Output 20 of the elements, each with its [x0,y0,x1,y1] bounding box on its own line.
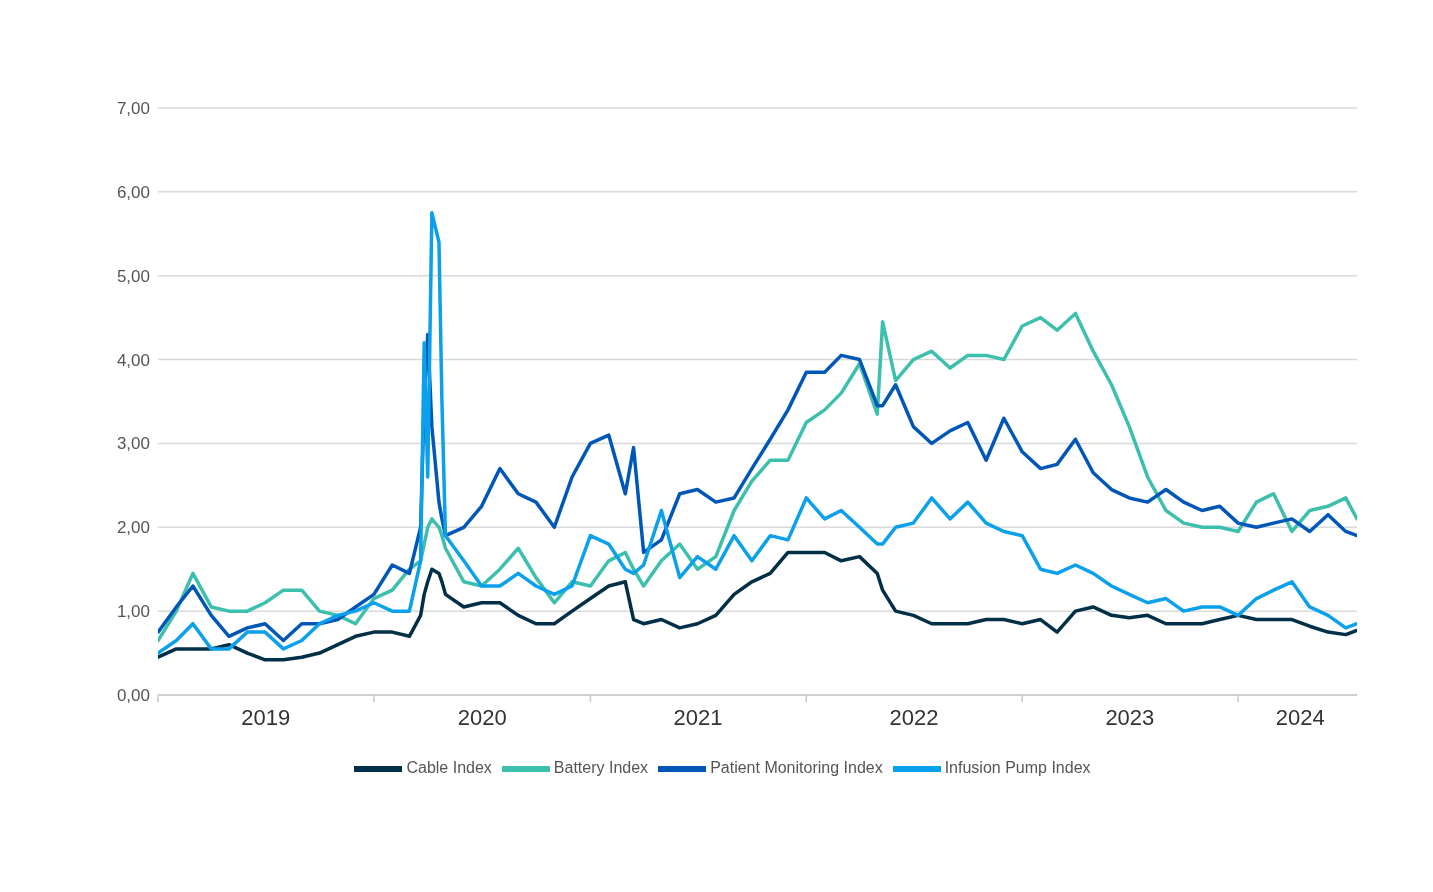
y-tick-label: 3,00 [116,434,150,454]
legend-label: Battery Index [553,759,649,777]
x-tick-label: 2024 [1275,705,1325,730]
x-tick-label: 2023 [1105,705,1155,730]
legend-label: Infusion Pump Index [944,759,1091,777]
line-series [158,211,1357,655]
y-tick-label: 5,00 [116,266,150,286]
x-tick-label: 2019 [241,705,291,730]
legend-label: Patient Monitoring Index [710,759,883,777]
x-tick-label: 2022 [889,705,939,730]
x-tick-label: 2021 [673,705,723,730]
legend-label: Cable Index [406,759,492,777]
y-tick-label: 7,00 [116,99,150,119]
y-tick-label: 6,00 [116,182,150,202]
y-tick-label: 0,00 [116,686,150,706]
y-tick-label: 2,00 [116,518,150,538]
y-tick-label: 1,00 [116,602,150,622]
x-tick-label: 2020 [457,705,507,730]
y-tick-label: 4,00 [116,350,150,370]
line-series [158,550,1357,662]
